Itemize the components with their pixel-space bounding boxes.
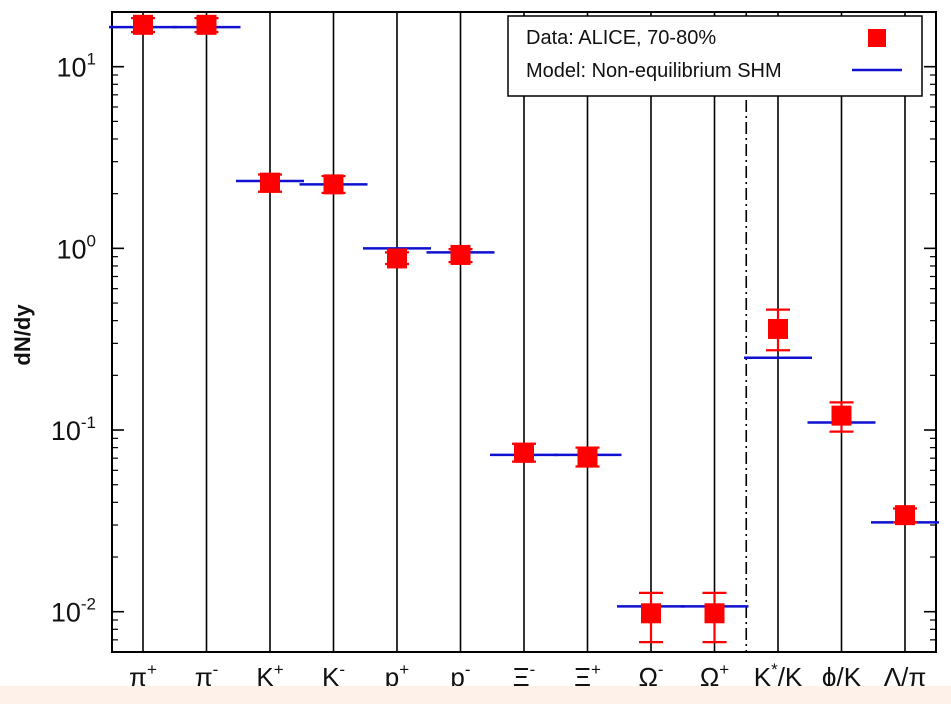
data-point bbox=[514, 442, 534, 463]
data-point bbox=[260, 172, 280, 193]
data-point bbox=[704, 603, 725, 624]
data-point bbox=[323, 174, 344, 195]
y-tick-label: 10-1 bbox=[51, 413, 96, 446]
data-point bbox=[196, 14, 217, 35]
y-axis-label: dN/dy bbox=[10, 304, 35, 366]
x-tick-label: Ξ- bbox=[513, 660, 536, 692]
legend-marker-data bbox=[868, 29, 886, 47]
data-point bbox=[768, 318, 788, 339]
data-point bbox=[895, 505, 915, 526]
legend-label-data: Data: ALICE, 70-80% bbox=[526, 27, 716, 49]
x-tick-label: π- bbox=[195, 660, 219, 692]
y-tick-label: 101 bbox=[56, 50, 96, 83]
bottom-band bbox=[0, 686, 951, 704]
x-tick-label: Ξ+ bbox=[574, 660, 601, 692]
data-point bbox=[133, 14, 153, 35]
x-tick-label: π+ bbox=[129, 660, 157, 692]
x-tick-label: K+ bbox=[256, 660, 283, 692]
legend: Data: ALICE, 70-80% Model: Non-equilibri… bbox=[507, 15, 923, 97]
data-point bbox=[387, 248, 407, 269]
x-tick-label: p+ bbox=[385, 660, 409, 692]
y-axis-ticks: 10-2 10-1 100 101 bbox=[51, 11, 936, 653]
x-tick-label: K- bbox=[322, 660, 345, 692]
y-tick-label: 100 bbox=[56, 231, 96, 264]
data-point bbox=[450, 244, 471, 265]
x-tick-label: p- bbox=[450, 660, 470, 692]
data-point bbox=[831, 405, 852, 426]
x-tick-label: Ω- bbox=[638, 660, 663, 692]
data-series bbox=[131, 14, 917, 644]
y-tick-label: 10-2 bbox=[51, 595, 96, 628]
data-point bbox=[641, 603, 661, 624]
data-point bbox=[577, 447, 598, 468]
legend-box bbox=[507, 15, 923, 97]
legend-label-model: Model: Non-equilibrium SHM bbox=[526, 60, 782, 82]
x-tick-label: Ω+ bbox=[700, 660, 729, 692]
category-grid-lines bbox=[142, 12, 906, 652]
